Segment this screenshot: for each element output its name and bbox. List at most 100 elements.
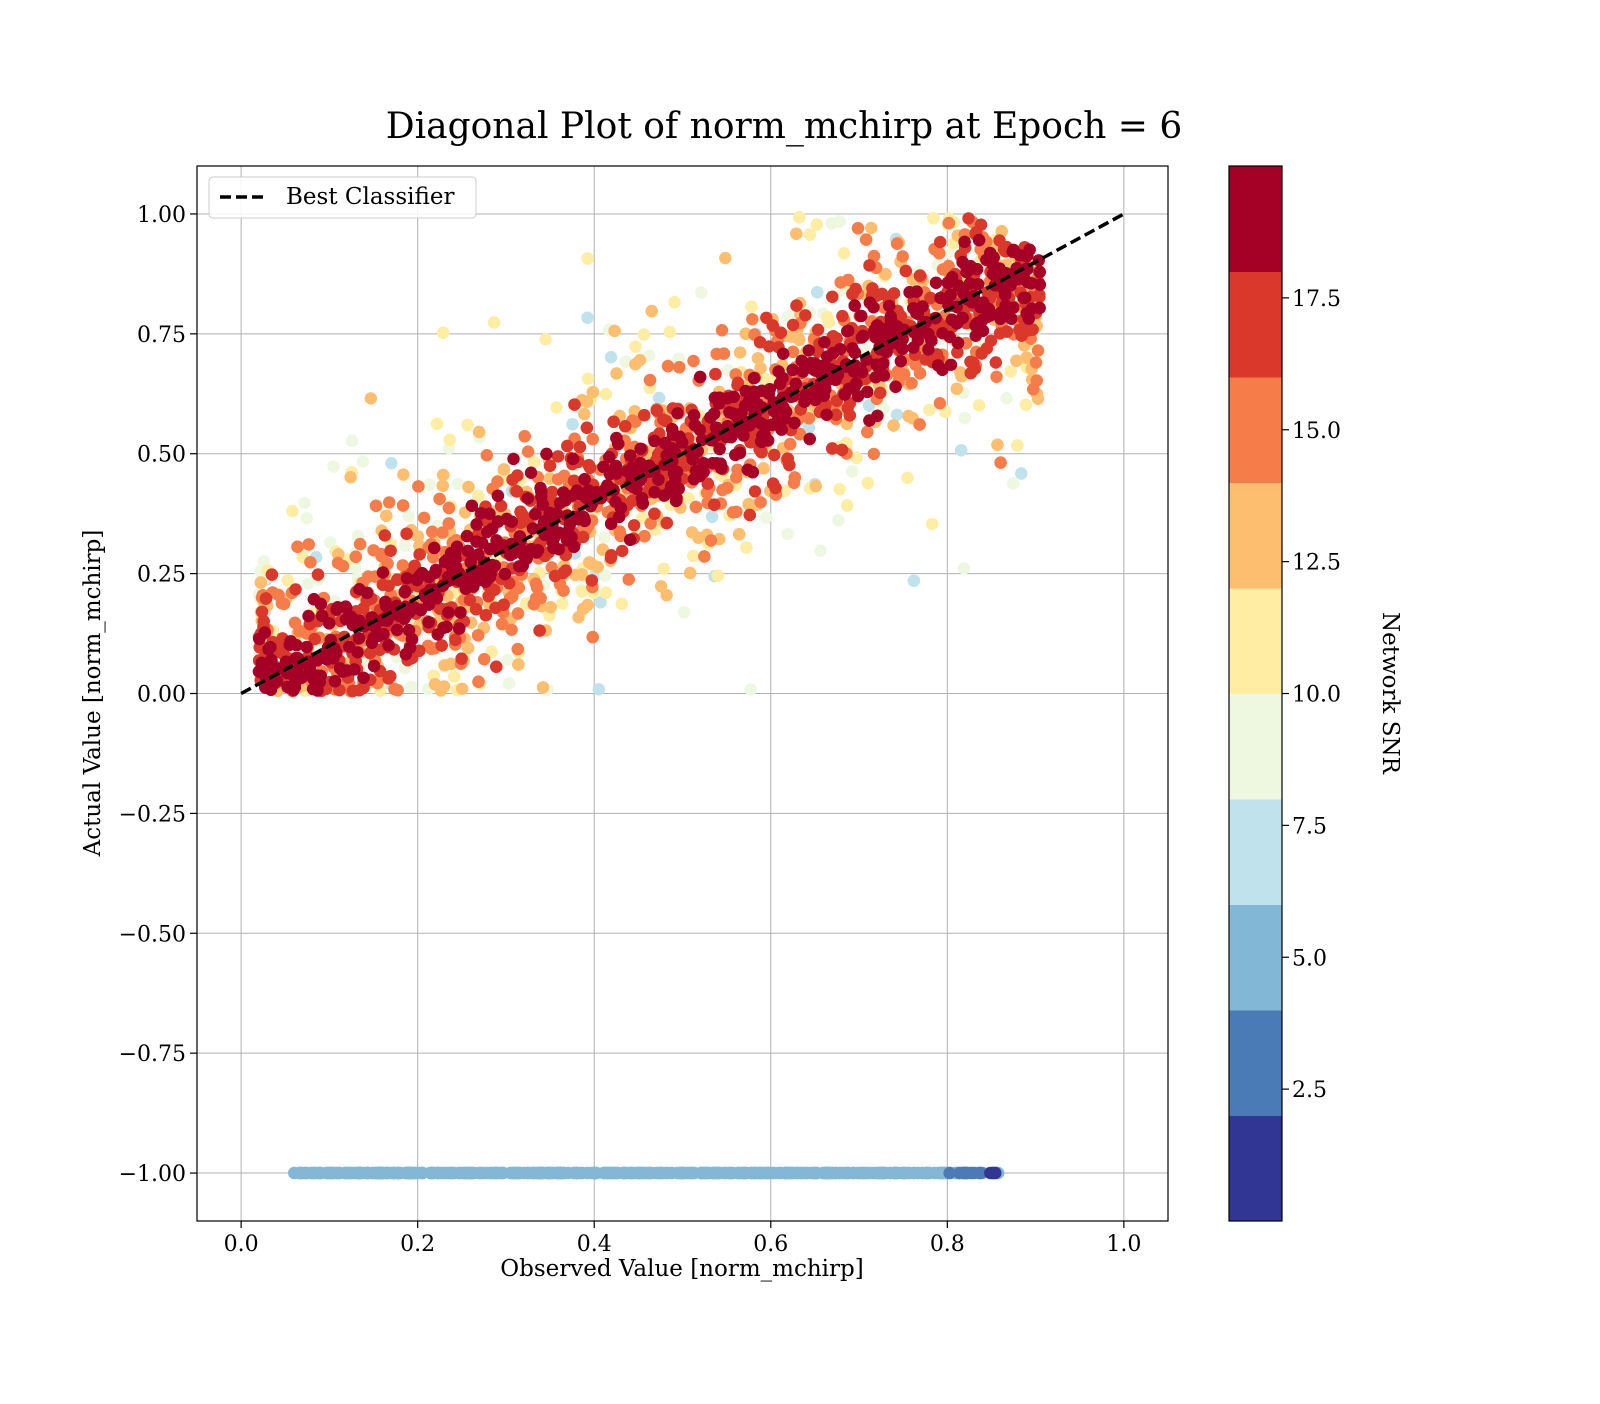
scatter-point [363, 646, 377, 660]
scatter-point-undetected [723, 1166, 736, 1180]
legend-box [208, 176, 477, 219]
scatter-point [697, 465, 710, 479]
scatter-point-undetected [654, 1166, 668, 1180]
scatter-point [756, 418, 769, 431]
scatter-point [505, 623, 518, 636]
scatter-point [624, 449, 637, 462]
scatter-point [398, 585, 412, 598]
scatter-point [575, 585, 589, 598]
scatter-point [581, 252, 594, 265]
scatter-point [253, 632, 266, 646]
scatter-point [436, 479, 449, 492]
scatter-point [753, 336, 767, 349]
scatter-point [802, 344, 815, 357]
scatter-point [254, 576, 267, 589]
scatter-point [472, 489, 485, 503]
colorbar-segment [1229, 1010, 1282, 1116]
scatter-point [708, 498, 721, 511]
scatter-point [759, 372, 772, 385]
scatter-point [925, 334, 938, 347]
scatter-point [487, 316, 501, 329]
y-axis-ticks: 1.00 0.75 0.50 0.25 0.00 −0.25 −0.50 −0.75 −1.00 [119, 203, 197, 1187]
scatter-point [687, 354, 700, 368]
scatter-point [942, 216, 956, 230]
scatter-point [740, 541, 753, 554]
scatter-point [428, 541, 441, 555]
scatter-point [836, 309, 849, 323]
scatter-point [479, 575, 492, 588]
scatter-point [367, 544, 380, 557]
scatter-point [622, 573, 635, 586]
scatter-point [398, 539, 411, 552]
scatter-point [402, 509, 415, 523]
scatter-point [733, 528, 746, 541]
scatter-point [328, 675, 342, 688]
scatter-point [551, 450, 565, 463]
scatter-point [353, 537, 367, 551]
scatter-point [377, 627, 390, 641]
scatter-point [383, 602, 396, 615]
scatter-point [479, 609, 492, 622]
scatter-point [629, 340, 642, 353]
scatter-point [671, 407, 684, 420]
scatter-point [834, 343, 847, 356]
scatter-point [769, 481, 782, 495]
chart-title: Diagonal Plot of norm_mchirp at Epoch = … [386, 106, 1183, 147]
scatter-point [411, 572, 424, 586]
scatter-point [302, 609, 315, 623]
scatter-point [846, 342, 859, 355]
scatter-point [687, 549, 700, 563]
scatter-point-undetected [472, 1166, 486, 1180]
scatter-points [252, 211, 1047, 1180]
scatter-point [521, 492, 534, 505]
scatter-point [494, 499, 508, 513]
scatter-point [529, 592, 543, 605]
scatter-point-undetected [490, 1166, 503, 1180]
scatter-point [944, 288, 957, 302]
scatter-point [444, 657, 458, 670]
y-tick-label: 0.50 [137, 443, 186, 468]
scatter-point [572, 510, 585, 523]
scatter-point [430, 417, 444, 430]
scatter-point-undetected [588, 1166, 601, 1180]
scatter-point [826, 330, 840, 343]
scatter-point [766, 319, 779, 332]
scatter-point [1019, 398, 1033, 411]
scatter-point [960, 266, 973, 279]
scatter-point [926, 517, 939, 531]
y-tick-label: 0.75 [137, 323, 186, 348]
scatter-point [855, 331, 868, 344]
scatter-point [964, 366, 977, 380]
scatter-point [1020, 351, 1033, 364]
scatter-point [934, 291, 947, 305]
scatter-point [367, 659, 381, 673]
scatter-point [525, 543, 538, 556]
scatter-point [1005, 312, 1018, 325]
scatter-point [741, 463, 754, 476]
scatter-point [957, 562, 971, 575]
scatter-point [781, 452, 794, 465]
scatter-point [573, 440, 587, 454]
scatter-point [967, 356, 980, 369]
scatter-point [731, 463, 744, 476]
scatter-point [883, 299, 896, 313]
scatter-point [841, 324, 855, 338]
scatter-point [490, 534, 503, 547]
scatter-point [520, 552, 533, 565]
scatter-point [581, 311, 594, 324]
scatter-point [890, 237, 904, 250]
scatter-point-undetected [943, 1166, 956, 1180]
colorbar-tick-label: 15.0 [1292, 419, 1341, 444]
scatter-point [572, 611, 585, 624]
y-tick-label: −0.75 [119, 1042, 186, 1067]
scatter-point [599, 569, 612, 582]
scatter-point [536, 498, 549, 511]
scatter-point [385, 457, 398, 470]
scatter-point [719, 251, 732, 265]
scatter-point [808, 357, 822, 370]
scatter-point [834, 276, 847, 289]
scatter-point [648, 486, 661, 499]
scatter-point [480, 449, 493, 462]
scatter-point [462, 480, 475, 494]
scatter-point [610, 431, 623, 445]
